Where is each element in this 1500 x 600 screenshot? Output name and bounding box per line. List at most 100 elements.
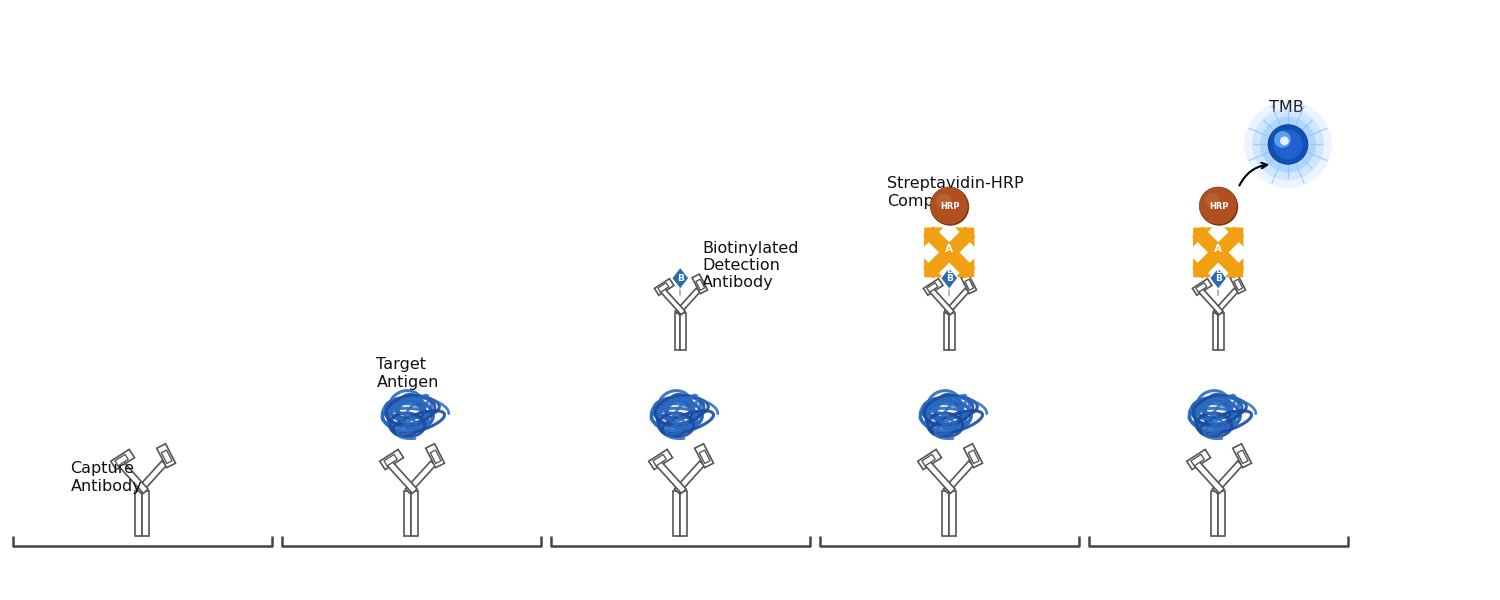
Circle shape (1200, 188, 1237, 226)
Bar (699, 450, 709, 463)
Polygon shape (956, 258, 975, 278)
Polygon shape (1192, 227, 1212, 247)
Text: Target
Antigen: Target Antigen (376, 358, 440, 390)
Bar (1238, 450, 1248, 463)
Bar (681, 313, 686, 350)
Bar (162, 450, 172, 463)
Bar (135, 491, 142, 536)
Bar (156, 444, 176, 467)
Bar (658, 283, 669, 292)
Bar (648, 449, 672, 470)
Bar (922, 454, 936, 466)
Bar (652, 454, 666, 466)
Polygon shape (956, 227, 975, 247)
Polygon shape (924, 258, 944, 278)
Bar (927, 283, 938, 292)
Circle shape (932, 188, 969, 226)
Text: B: B (1215, 274, 1221, 283)
Bar (675, 461, 705, 493)
Text: HRP: HRP (940, 202, 960, 211)
Bar (964, 279, 974, 290)
Bar (1234, 279, 1242, 290)
Text: B: B (946, 266, 952, 275)
Bar (1192, 226, 1245, 278)
Bar (1194, 461, 1224, 493)
Circle shape (1274, 130, 1304, 160)
Bar (1192, 226, 1245, 278)
Bar (430, 450, 441, 463)
Polygon shape (1192, 258, 1212, 278)
Bar (1192, 278, 1212, 295)
Text: A: A (945, 244, 954, 254)
Circle shape (1260, 117, 1316, 172)
Bar (656, 461, 686, 493)
Bar (1233, 444, 1251, 467)
Circle shape (1274, 131, 1292, 148)
Bar (384, 454, 398, 466)
Bar (111, 449, 135, 470)
Bar (942, 245, 956, 259)
Bar (950, 491, 956, 536)
Circle shape (1244, 101, 1332, 188)
Bar (942, 491, 950, 536)
Bar (1212, 461, 1242, 493)
Polygon shape (924, 227, 944, 247)
Bar (118, 461, 148, 493)
Bar (694, 444, 714, 467)
Text: HRP: HRP (1209, 202, 1228, 211)
Bar (426, 444, 444, 467)
Bar (922, 226, 975, 278)
Bar (1212, 313, 1218, 350)
Circle shape (1280, 137, 1288, 145)
Polygon shape (1224, 227, 1244, 247)
Bar (922, 226, 975, 278)
Polygon shape (1224, 258, 1244, 278)
Bar (681, 491, 687, 536)
Bar (1230, 274, 1245, 293)
Polygon shape (1209, 268, 1227, 289)
Bar (142, 491, 148, 536)
Circle shape (930, 187, 968, 225)
Bar (1212, 491, 1218, 536)
Bar (930, 288, 954, 315)
Bar (116, 454, 129, 466)
Bar (918, 449, 942, 470)
Circle shape (1252, 109, 1324, 180)
Bar (405, 491, 411, 536)
Bar (405, 461, 435, 493)
Bar (1196, 283, 1208, 292)
Bar (136, 461, 166, 493)
Bar (945, 288, 969, 315)
Bar (675, 313, 681, 350)
Bar (660, 288, 686, 315)
Text: B: B (676, 274, 684, 283)
Bar (674, 491, 681, 536)
Circle shape (1206, 193, 1219, 208)
Bar (1212, 245, 1225, 259)
Text: B: B (946, 274, 952, 283)
Bar (411, 491, 419, 536)
Polygon shape (672, 268, 688, 289)
Bar (969, 450, 980, 463)
Text: Streptavidin-HRP
Complex: Streptavidin-HRP Complex (888, 176, 1024, 209)
Text: Capture
Antibody: Capture Antibody (70, 461, 142, 494)
Bar (926, 461, 956, 493)
Bar (963, 444, 982, 467)
Text: A: A (1215, 244, 1222, 254)
Bar (1218, 491, 1225, 536)
Bar (654, 278, 674, 295)
Bar (962, 274, 976, 293)
Bar (380, 449, 404, 470)
Bar (1214, 288, 1237, 315)
Bar (692, 274, 708, 293)
Polygon shape (940, 268, 958, 289)
Bar (1198, 288, 1222, 315)
Bar (944, 313, 950, 350)
Bar (944, 461, 974, 493)
Bar (1218, 313, 1224, 350)
Bar (924, 278, 944, 295)
Bar (675, 288, 700, 315)
Circle shape (1268, 125, 1308, 164)
Bar (950, 313, 956, 350)
Bar (1186, 449, 1210, 470)
